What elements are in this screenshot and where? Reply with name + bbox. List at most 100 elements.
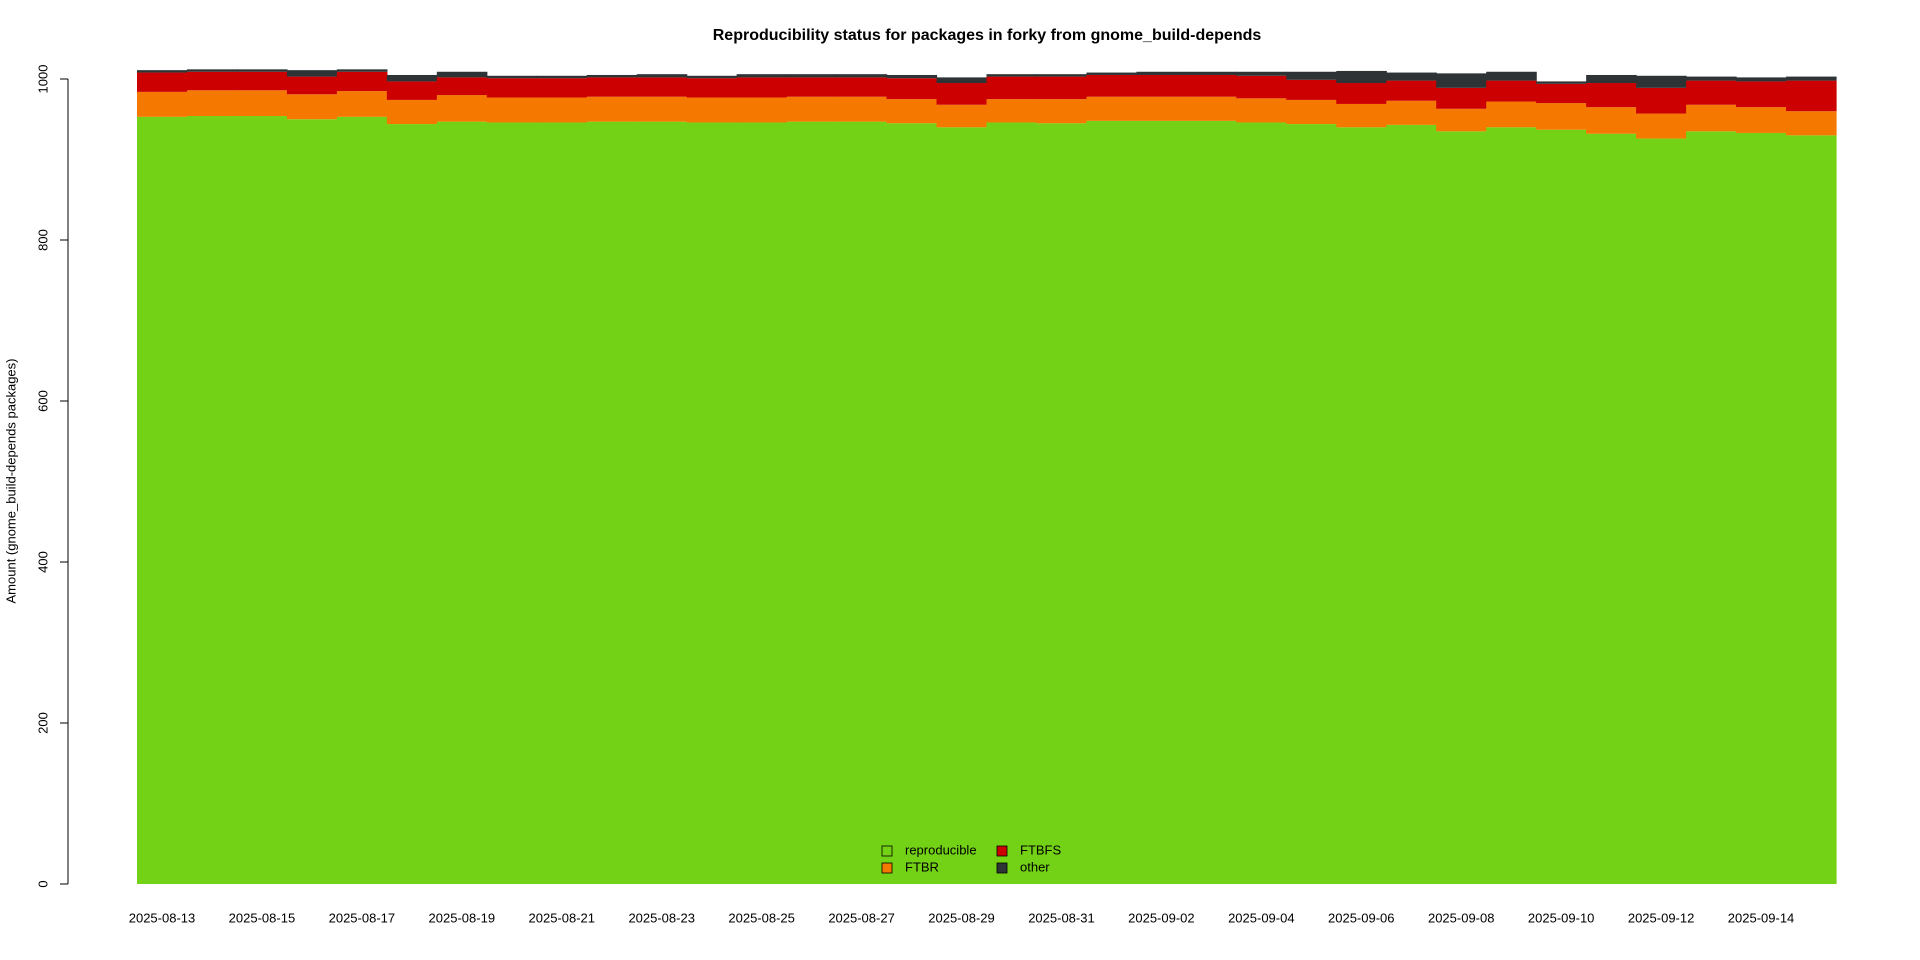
area-segment xyxy=(1036,74,1088,77)
area-segment xyxy=(1186,71,1237,75)
area-segment xyxy=(836,74,888,78)
area-segment xyxy=(1336,70,1387,84)
area-segment xyxy=(1336,127,1387,885)
area-segment xyxy=(1036,123,1088,884)
area-segment xyxy=(1786,135,1837,885)
area-segment xyxy=(436,121,488,885)
area-segment xyxy=(1336,103,1387,128)
area-segment xyxy=(636,121,688,885)
area-segment xyxy=(1436,131,1487,884)
area-segment xyxy=(286,94,338,120)
area-segment xyxy=(1286,99,1337,125)
area-segment xyxy=(1536,103,1587,130)
area-segment xyxy=(1036,99,1088,124)
area-segment xyxy=(736,77,788,98)
area-segment xyxy=(586,96,638,122)
area-segment xyxy=(986,122,1038,885)
area-segment xyxy=(486,122,538,885)
area-segment xyxy=(1786,80,1837,112)
area-segment xyxy=(137,91,188,117)
area-segment xyxy=(336,91,388,117)
area-segment xyxy=(1236,98,1287,123)
area-segment xyxy=(886,74,938,79)
area-segment xyxy=(186,116,238,884)
area-segment xyxy=(686,97,738,123)
area-segment xyxy=(1336,83,1387,104)
area-segment xyxy=(586,77,638,97)
area-segment xyxy=(886,123,938,884)
area-segment xyxy=(486,97,538,123)
area-segment xyxy=(1536,83,1587,104)
area-segment xyxy=(386,81,438,100)
area-segment xyxy=(1136,74,1187,97)
area-segment xyxy=(436,71,488,78)
area-segment xyxy=(1386,72,1437,81)
area-segment xyxy=(137,116,188,884)
area-segment xyxy=(1636,75,1687,88)
area-segment xyxy=(636,74,688,78)
area-segment xyxy=(236,90,288,117)
area-segment xyxy=(1286,71,1337,80)
area-segment xyxy=(236,116,288,884)
area-segment xyxy=(986,74,1038,77)
area-segment xyxy=(936,127,988,885)
area-segment xyxy=(1786,76,1837,81)
y-tick-label: 400 xyxy=(35,551,50,573)
x-tick-label: 2025-09-14 xyxy=(1728,910,1795,925)
x-tick-label: 2025-08-19 xyxy=(429,910,496,925)
x-tick-label: 2025-09-04 xyxy=(1228,910,1295,925)
legend-swatch xyxy=(881,845,893,857)
area-segment xyxy=(1486,71,1537,81)
area-segment xyxy=(1136,120,1187,885)
area-segment xyxy=(1786,111,1837,136)
x-tick-label: 2025-08-27 xyxy=(828,910,895,925)
area-segment xyxy=(986,99,1038,123)
area-segment xyxy=(836,121,888,885)
area-segment xyxy=(386,74,438,82)
area-segment xyxy=(1386,100,1437,125)
area-segment xyxy=(1636,138,1687,884)
area-segment xyxy=(1736,77,1787,82)
area-segment xyxy=(1236,71,1287,76)
area-segment xyxy=(336,116,388,884)
area-segment xyxy=(1236,75,1287,99)
area-segment xyxy=(1436,73,1487,88)
area-segment xyxy=(386,99,438,125)
area-segment xyxy=(1486,80,1537,102)
area-segment xyxy=(1436,108,1487,132)
area-segment xyxy=(1686,76,1737,81)
area-segment xyxy=(736,74,788,78)
area-segment xyxy=(1586,74,1637,84)
area-segment xyxy=(1536,81,1587,84)
area-segment xyxy=(1636,87,1687,114)
area-segment xyxy=(536,78,588,98)
area-segment xyxy=(486,75,538,79)
x-tick-label: 2025-08-23 xyxy=(628,910,695,925)
legend-label: FTBR xyxy=(905,859,939,874)
y-tick-label: 200 xyxy=(35,712,50,734)
area-segment xyxy=(1086,72,1138,75)
area-segment xyxy=(236,71,288,91)
x-tick-label: 2025-08-31 xyxy=(1028,910,1095,925)
area-segment xyxy=(137,72,188,92)
x-tick-label: 2025-09-06 xyxy=(1328,910,1395,925)
area-segment xyxy=(786,121,838,885)
legend-label: other xyxy=(1020,859,1050,874)
area-segment xyxy=(1386,80,1437,101)
area-segment xyxy=(986,76,1038,100)
area-segment xyxy=(1086,96,1138,121)
area-segment xyxy=(1136,96,1187,121)
area-segment xyxy=(1686,131,1737,884)
y-tick-label: 800 xyxy=(35,229,50,251)
area-segment xyxy=(1136,71,1187,75)
chart-title: Reproducibility status for packages in f… xyxy=(713,27,1262,44)
area-segment xyxy=(1586,133,1637,885)
area-segment xyxy=(286,70,338,77)
area-segment xyxy=(1386,124,1437,884)
area-segment xyxy=(636,96,688,122)
x-tick-label: 2025-08-29 xyxy=(928,910,995,925)
area-segment xyxy=(1736,107,1787,133)
x-tick-label: 2025-08-17 xyxy=(329,910,396,925)
area-segment xyxy=(536,75,588,79)
